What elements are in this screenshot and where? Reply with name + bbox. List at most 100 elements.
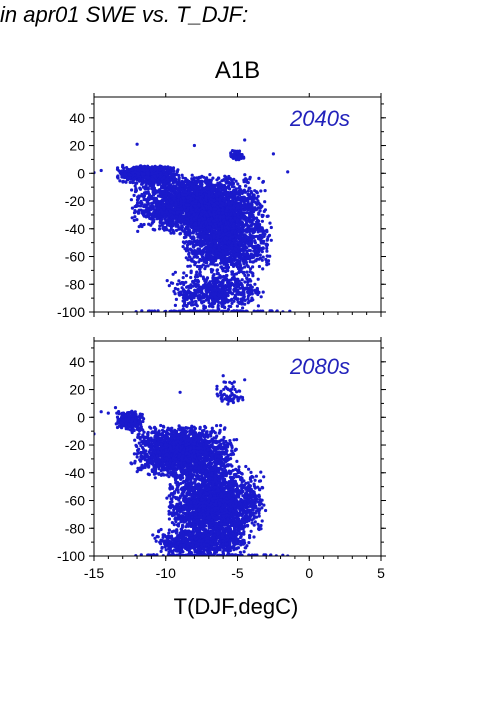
- scatter-point: [158, 224, 162, 228]
- scatter-point: [208, 222, 212, 226]
- scatter-point: [165, 279, 169, 283]
- scatter-point: [235, 304, 239, 308]
- scatter-point: [232, 299, 236, 303]
- scatter-point: [173, 194, 177, 198]
- scatter-point: [207, 194, 211, 198]
- scatter-point: [118, 179, 122, 183]
- scatter-point: [223, 174, 227, 178]
- scatter-point: [131, 171, 135, 175]
- scatter-point: [225, 216, 229, 220]
- scatter-point: [210, 227, 214, 231]
- scatter-point: [161, 191, 165, 195]
- scatter-point: [181, 240, 185, 244]
- scatter-point: [198, 267, 202, 271]
- scatter-point: [231, 224, 235, 228]
- scatter-point: [257, 176, 261, 180]
- scatter-point: [223, 199, 227, 203]
- scatter-point: [182, 229, 186, 233]
- scatter-point: [199, 183, 203, 188]
- scatter-point: [204, 195, 208, 199]
- scatter-point: [184, 240, 188, 244]
- scatter-point: [186, 248, 190, 252]
- scatter-point: [158, 215, 162, 219]
- scatter-point: [217, 245, 221, 249]
- scatter-point: [200, 221, 204, 225]
- scatter-point: [165, 210, 169, 214]
- scatter-point: [229, 206, 233, 210]
- scatter-point: [116, 174, 120, 178]
- scatter-point: [200, 209, 204, 214]
- scatter-point: [120, 169, 124, 173]
- scatter-point: [260, 214, 264, 219]
- scatter-point: [246, 189, 250, 193]
- scatter-point: [189, 190, 193, 195]
- scatter-point: [125, 177, 130, 182]
- scatter-point: [200, 206, 204, 210]
- scatter-point: [157, 227, 162, 231]
- scatter-point: [204, 198, 208, 202]
- scatter-point: [172, 176, 176, 180]
- scatter-point: [161, 201, 165, 205]
- scatter-point: [237, 223, 241, 227]
- scatter-point: [244, 219, 248, 223]
- scatter-point: [216, 255, 220, 259]
- scatter-point: [159, 171, 163, 175]
- scatter-point: [211, 224, 215, 228]
- scatter-point: [168, 223, 172, 227]
- scatter-point: [137, 177, 141, 181]
- scatter-point: [182, 184, 186, 188]
- scatter-point: [166, 165, 170, 169]
- scatter-point: [214, 201, 218, 205]
- scatter-point: [244, 197, 248, 201]
- scatter-point: [146, 206, 150, 210]
- scatter-point: [197, 260, 201, 264]
- scatter-point: [156, 194, 160, 198]
- scatter-point: [130, 206, 134, 210]
- scatter-point: [235, 261, 240, 265]
- scatter-point: [239, 190, 243, 194]
- scatter-point: [207, 190, 211, 194]
- scatter-point: [261, 267, 265, 271]
- scatter-point: [199, 224, 203, 228]
- scatter-point: [145, 199, 150, 203]
- scatter-point: [223, 191, 227, 195]
- scatter-point: [234, 252, 238, 256]
- scatter-point: [215, 263, 219, 267]
- scatter-point: [248, 207, 253, 211]
- scatter-point: [209, 262, 213, 266]
- scatter-point: [256, 224, 260, 228]
- scatter-point: [133, 215, 137, 219]
- scatter-point: [189, 206, 193, 210]
- scatter-point: [141, 213, 146, 217]
- scatter-point: [258, 202, 262, 206]
- scatter-point: [220, 241, 224, 245]
- scatter-point: [228, 176, 232, 181]
- scatter-point: [137, 211, 141, 215]
- scatter-point: [169, 231, 173, 235]
- scatter-point: [136, 229, 140, 233]
- scatter-point: [236, 218, 240, 222]
- figure-header-title: in apr01 SWE vs. T_DJF:: [0, 2, 249, 27]
- scatter-point: [205, 179, 209, 183]
- scatter-point: [218, 181, 222, 185]
- scatter-point: [185, 208, 189, 213]
- scatter-point: [255, 216, 259, 220]
- scatter-point: [175, 172, 179, 177]
- scatter-point: [203, 217, 207, 221]
- scatter-point: [249, 202, 253, 206]
- scatter-point: [237, 186, 241, 190]
- scatter-point: [168, 209, 172, 213]
- scatter-point: [138, 167, 142, 171]
- scatter-point: [261, 246, 265, 250]
- scatter-point: [130, 188, 134, 192]
- scatter-point: [157, 211, 161, 215]
- scatter-point: [165, 228, 169, 232]
- scatter-point: [219, 256, 224, 260]
- scatter-point: [188, 255, 192, 259]
- scatter-point: [137, 204, 141, 208]
- scatter-point: [171, 215, 175, 219]
- scatter-point: [132, 211, 137, 215]
- scatter-point: [140, 210, 144, 214]
- scatter-point: [181, 202, 186, 206]
- scatter-point: [175, 170, 179, 174]
